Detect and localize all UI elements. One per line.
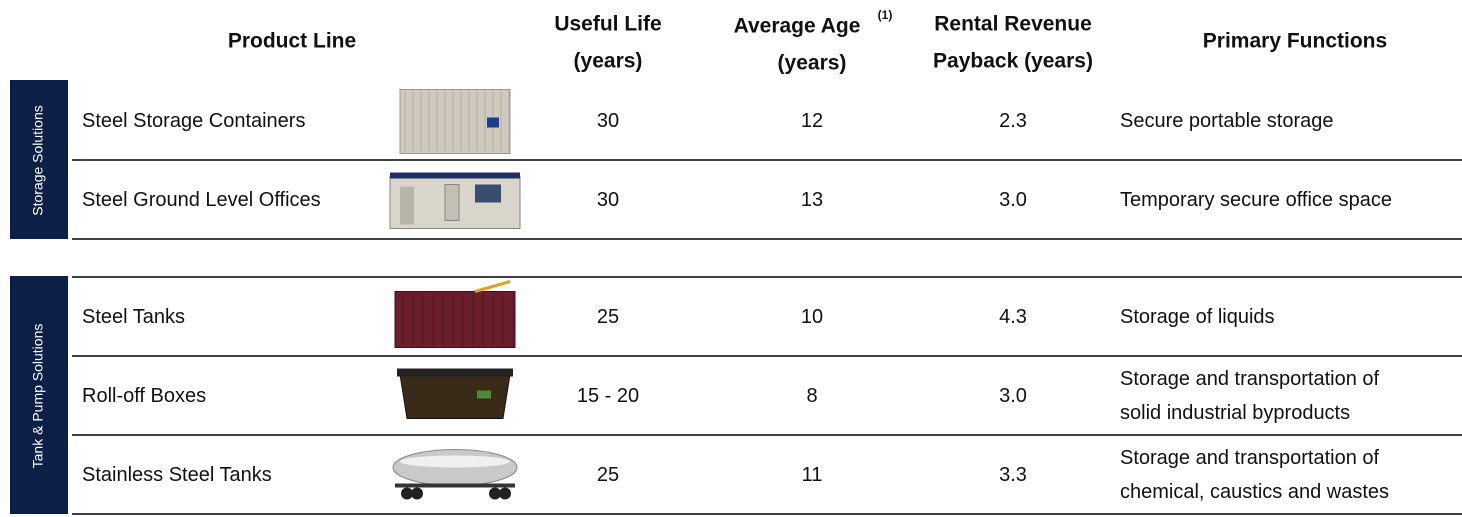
icon-part: [444, 184, 460, 221]
primary-function: solid industrial byproducts: [1120, 402, 1350, 424]
header-product-line: Product Line: [228, 30, 356, 53]
header-functions: Primary Functions: [1203, 30, 1387, 53]
header-average-age: Average Age: [734, 15, 861, 38]
primary-function: Storage and transportation of: [1120, 368, 1380, 390]
average-age: 8: [806, 385, 817, 407]
product-name: Steel Storage Containers: [82, 110, 305, 132]
average-age: 11: [802, 464, 823, 486]
icon-part: [400, 455, 510, 468]
icon-part: [411, 487, 423, 500]
icon-part: [390, 172, 520, 179]
header-payback: Payback (years): [933, 50, 1093, 73]
average-age: 12: [801, 110, 823, 132]
icon-part: [487, 117, 499, 128]
product-name: Steel Tanks: [82, 306, 185, 328]
useful-life: 25: [597, 464, 619, 486]
primary-function: chemical, caustics and wastes: [1120, 481, 1389, 503]
group-label: Tank & Pump Solutions: [30, 324, 46, 469]
average-age: 10: [801, 306, 823, 328]
header-useful-life: Useful Life: [554, 13, 661, 36]
product-image: [399, 89, 511, 154]
icon-part: [474, 280, 511, 293]
useful-life: 25: [597, 306, 619, 328]
icon-part: [499, 487, 511, 500]
product-image: [392, 449, 518, 500]
group-band: [10, 80, 68, 239]
primary-function: Storage and transportation of: [1120, 447, 1380, 469]
primary-function: Secure portable storage: [1120, 110, 1333, 132]
icon-part: [489, 487, 501, 500]
product-image: [389, 172, 521, 229]
icon-part: [395, 483, 515, 488]
header-useful-life: (years): [574, 50, 643, 73]
group-band: [10, 276, 68, 514]
useful-life: 15 - 20: [577, 385, 639, 407]
icon-part: [394, 291, 516, 348]
header-payback: Rental Revenue: [934, 13, 1092, 36]
payback: 3.3: [999, 464, 1027, 486]
icon-part: [401, 487, 413, 500]
icon-part: [399, 374, 511, 419]
group-label: Storage Solutions: [30, 105, 46, 216]
header-footnote: (1): [878, 8, 893, 22]
primary-function: Storage of liquids: [1120, 306, 1275, 328]
primary-function: Temporary secure office space: [1120, 189, 1392, 211]
product-image: [394, 280, 516, 348]
icon-part: [400, 186, 414, 225]
product-image: [397, 368, 513, 419]
icon-part: [477, 390, 491, 399]
product-name: Steel Ground Level Offices: [82, 189, 321, 211]
product-name: Stainless Steel Tanks: [82, 464, 272, 486]
payback: 3.0: [999, 189, 1027, 211]
useful-life: 30: [597, 189, 619, 211]
icon-part: [475, 184, 501, 203]
product-name: Roll-off Boxes: [82, 385, 206, 407]
payback: 2.3: [999, 110, 1027, 132]
average-age: 13: [801, 189, 823, 211]
icon-part: [397, 368, 513, 377]
payback: 3.0: [999, 385, 1027, 407]
payback: 4.3: [999, 306, 1027, 328]
useful-life: 30: [597, 110, 619, 132]
header-average-age: (years): [778, 52, 847, 75]
